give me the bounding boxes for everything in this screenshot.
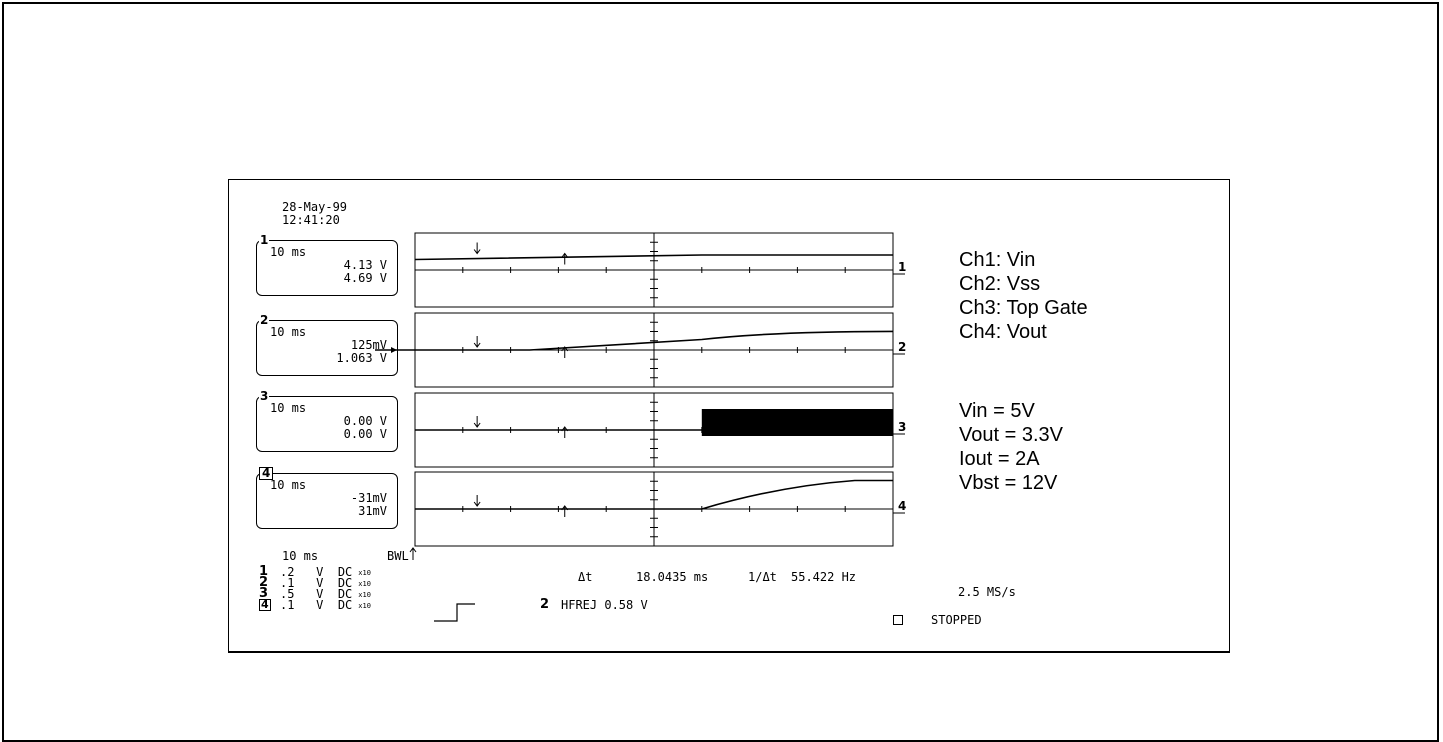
channel-4-timebase: 10 ms — [270, 478, 307, 492]
waveform-display: 1 2 3 4 — [375, 232, 906, 622]
trace-label-ch3: 3 — [898, 420, 906, 434]
trace-ch4 — [415, 479, 893, 510]
channel-1-number: 1 — [259, 233, 270, 247]
trace-label-ch1: 1 — [898, 260, 906, 274]
sample-rate: 2.5 MS/s — [958, 585, 1016, 599]
param-iout: Iout = 2A — [959, 448, 1040, 470]
cursor-arrow-up — [561, 505, 569, 517]
channel-3-readout: 3 10 ms 0.00 V 0.00 V — [256, 390, 398, 452]
channel-1-timebase: 10 ms — [270, 245, 307, 259]
setting-4-probe: x10 — [358, 601, 371, 610]
delta-t-value: 18.0435 ms — [636, 570, 709, 584]
legend-ch2: Ch2: Vss — [959, 273, 1041, 295]
trace-label-ch2: 2 — [898, 340, 906, 354]
param-vout: Vout = 3.3V — [959, 424, 1063, 446]
cursor-arrow-down — [473, 495, 481, 507]
setting-2-num: 2 — [259, 575, 269, 590]
channel-2-value-1: 125mV — [350, 338, 387, 352]
setting-3-scale: .5 — [280, 587, 295, 601]
capture-date: 28-May-99 — [282, 200, 348, 214]
setting-2-probe: x10 — [358, 579, 371, 588]
channel-1-value-2: 4.69 V — [343, 271, 387, 285]
channel-2-timebase: 10 ms — [270, 325, 307, 339]
setting-3-probe: x10 — [358, 590, 371, 599]
bwl-indicator: BWL — [387, 549, 409, 563]
channel-1-value-1: 4.13 V — [343, 258, 387, 272]
setting-1-num: 1 — [259, 564, 269, 579]
setting-4-scale: .1 — [280, 598, 295, 612]
channel-3-value-2: 0.00 V — [343, 427, 387, 441]
legend-ch3: Ch3: Top Gate — [959, 297, 1088, 319]
cursor-arrow-down — [473, 242, 481, 255]
delta-t-label: Δt — [578, 570, 593, 584]
frequency-label: 1/Δt — [748, 570, 777, 584]
legend-ch1: Ch1: Vin — [959, 249, 1036, 271]
channel-1-readout: 1 10 ms 4.13 V 4.69 V — [256, 234, 398, 296]
trigger-setting: HFREJ 0.58 V — [561, 598, 648, 612]
channel-4-number: 4 — [259, 467, 274, 480]
setting-1-probe: x10 — [358, 568, 371, 577]
cursor-arrow-down — [473, 416, 481, 428]
channel-4-readout: 4 10 ms -31mV 31mV — [256, 467, 398, 529]
setting-1-scale: .2 — [280, 565, 295, 579]
channel-4-value-2: 31mV — [358, 504, 387, 518]
channel-3-value-1: 0.00 V — [343, 414, 387, 428]
channel-2-setting: 2 .1 V DC x10 — [259, 576, 371, 590]
channel-1-setting: 1 .2 V DC x10 — [259, 565, 371, 579]
cursor-arrow-up — [561, 252, 569, 265]
acquisition-status: STOPPED — [931, 613, 982, 627]
param-vbst: Vbst = 12V — [959, 472, 1058, 494]
channel-4-setting: 4 .1 V DC x10 — [259, 598, 371, 612]
cursor-arrow-up — [561, 346, 569, 358]
channel-3-timebase: 10 ms — [270, 401, 307, 415]
run-stop-checkbox — [893, 615, 903, 625]
test-conditions: Vin = 5V Vout = 3.3V Iout = 2A Vbst = 12… — [959, 399, 1063, 495]
channel-4-value-1: -31mV — [350, 491, 387, 505]
trace-ch1 — [414, 254, 893, 261]
setting-2-coupling: DC — [337, 576, 353, 590]
setting-2-unit: V — [316, 576, 324, 590]
switching-burst-ch3 — [701, 409, 893, 436]
channel-2-readout: 2 10 ms 125mV 1.063 V — [256, 314, 398, 376]
setting-3-coupling: DC — [337, 587, 353, 601]
legend-ch4: Ch4: Vout — [959, 321, 1047, 343]
trace-ch2 — [375, 330, 894, 351]
cursor-arrow-down — [473, 336, 481, 348]
channel-2-value-2: 1.063 V — [336, 351, 387, 365]
trigger-slope-icon — [434, 603, 475, 622]
trigger-channel: 2 — [540, 597, 550, 612]
channel-3-number: 3 — [259, 389, 270, 403]
oscilloscope-capture: 28-May-99 12:41:20 1 10 ms 4.13 V 4.69 V… — [228, 179, 1230, 653]
frequency-value: 55.422 Hz — [791, 570, 857, 584]
trace-label-ch4: 4 — [898, 499, 906, 513]
setting-1-unit: V — [316, 565, 324, 579]
cursor-arrow-up — [561, 426, 569, 438]
setting-2-scale: .1 — [280, 576, 295, 590]
setting-4-unit: V — [316, 598, 324, 612]
param-vin: Vin = 5V — [959, 400, 1035, 422]
channel-legend: Ch1: Vin Ch2: Vss Ch3: Top Gate Ch4: Vou… — [959, 248, 1088, 344]
setting-4-num: 4 — [259, 598, 271, 611]
channel-3-setting: 3 .5 V DC x10 — [259, 587, 371, 601]
trigger-position-marker — [409, 547, 417, 560]
ch2-reference-marker — [391, 347, 397, 353]
channel-2-number: 2 — [259, 313, 270, 327]
setting-4-coupling: DC — [337, 598, 353, 612]
capture-time: 12:41:20 — [282, 213, 340, 227]
setting-3-num: 3 — [259, 586, 269, 601]
footer-timebase: 10 ms — [282, 549, 319, 563]
setting-3-unit: V — [316, 587, 324, 601]
setting-1-coupling: DC — [337, 565, 353, 579]
